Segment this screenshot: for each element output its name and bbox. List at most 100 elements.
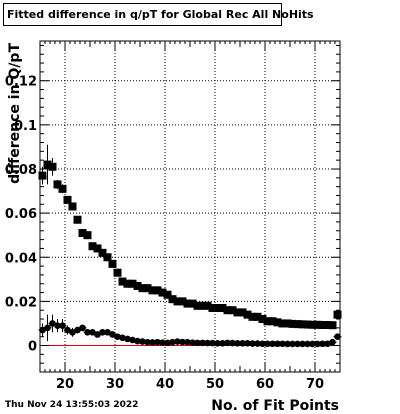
y-tick-label: 0.08 [5, 163, 37, 178]
x-tick-label: 60 [256, 377, 274, 392]
y-tick-label: 0 [28, 340, 37, 355]
data-point-circle [49, 320, 56, 327]
data-point-square [158, 288, 167, 297]
data-point-square [288, 319, 297, 328]
data-point-square [213, 304, 222, 313]
data-point-circle [74, 326, 81, 334]
data-point-square [38, 171, 47, 180]
data-point-square [273, 318, 282, 327]
data-point-circle [284, 340, 291, 348]
data-point-square [113, 268, 122, 277]
data-point-circle [189, 339, 196, 346]
data-point-circle [154, 338, 161, 346]
data-point-circle [254, 340, 261, 347]
data-point-circle [139, 338, 146, 345]
data-point-circle [69, 328, 76, 336]
y-tick-label: 0.12 [5, 75, 37, 90]
data-point-square [178, 297, 187, 306]
data-point-circle [44, 324, 51, 332]
data-point-square [243, 310, 252, 319]
data-point-square [283, 319, 292, 328]
data-point-circle [144, 338, 151, 346]
data-point-square [328, 321, 337, 330]
data-point-circle [204, 339, 211, 347]
data-point-square [128, 279, 137, 288]
data-point-square [233, 308, 242, 317]
data-point-square [293, 320, 302, 329]
data-point-circle [209, 339, 216, 347]
series-2 [38, 314, 342, 348]
data-point-circle [319, 340, 326, 348]
data-point-square [88, 242, 97, 251]
data-point-square [93, 244, 102, 253]
chart-title: Fitted difference in q/pT for Global Rec… [3, 3, 314, 26]
data-point-square [253, 312, 262, 321]
data-point-circle [169, 338, 176, 346]
data-point-circle [124, 335, 131, 343]
data-point-square [228, 306, 237, 315]
data-point-circle [149, 339, 156, 346]
data-point-circle [229, 339, 236, 347]
data-point-circle [39, 326, 46, 334]
series-1 [38, 144, 342, 330]
data-point-circle [199, 339, 206, 347]
data-point-circle [269, 340, 276, 348]
data-point-circle [259, 340, 266, 348]
data-point-circle [109, 331, 116, 338]
data-point-square [73, 215, 82, 224]
y-tick-label: 0.06 [5, 207, 37, 222]
data-point-circle [214, 340, 221, 347]
data-point-circle [129, 336, 136, 344]
data-point-circle [274, 340, 281, 348]
data-point-circle [89, 328, 96, 336]
data-point-square [83, 231, 92, 240]
y-tick-label: 0.02 [5, 295, 37, 310]
data-point-square [148, 286, 157, 295]
data-point-square [208, 304, 217, 313]
data-point-square [143, 284, 152, 293]
data-point-circle [79, 324, 86, 332]
data-point-square [183, 299, 192, 308]
data-point-circle [299, 340, 306, 348]
data-point-square [163, 290, 172, 299]
data-point-square [258, 315, 267, 324]
data-point-square [153, 286, 162, 295]
data-point-circle [94, 331, 101, 338]
data-point-square [308, 320, 317, 329]
data-point-square [43, 160, 52, 169]
data-point-square [263, 317, 272, 326]
tick-labels: 20 30 40 50 60 70 0 0.02 0.04 0.06 0.08 0.1 0.12 [5, 75, 324, 392]
data-point-square [238, 308, 247, 317]
data-point-circle [239, 340, 246, 347]
data-point-square [203, 301, 212, 310]
data-point-square [63, 195, 72, 204]
data-point-circle [119, 334, 126, 342]
data-point-square [198, 301, 207, 310]
data-point-square [138, 284, 147, 293]
x-tick-label: 20 [56, 377, 74, 392]
data-point-square [78, 228, 87, 237]
data-point-circle [314, 340, 321, 348]
data-point-circle [64, 326, 71, 334]
data-point-circle [99, 328, 106, 336]
data-point-square [168, 295, 177, 304]
data-point-square [303, 320, 312, 329]
data-point-circle [174, 338, 181, 345]
data-point-square [333, 310, 342, 319]
data-point-circle [279, 340, 286, 348]
y-tick-label: 0.1 [14, 119, 37, 134]
data-point-square [123, 279, 132, 288]
timestamp: Thu Nov 24 13:55:03 2022 [5, 400, 139, 410]
data-point-square [53, 180, 62, 189]
data-point-square [193, 301, 202, 310]
x-axis-label: No. of Fit Points [211, 398, 339, 414]
data-point-circle [194, 339, 201, 347]
data-point-square [218, 304, 227, 313]
data-point-square [103, 253, 112, 262]
data-point-square [268, 317, 277, 326]
data-point-circle [54, 322, 61, 329]
x-tick-label: 40 [156, 377, 174, 392]
data-point-circle [134, 337, 141, 345]
data-point-square [323, 320, 332, 329]
